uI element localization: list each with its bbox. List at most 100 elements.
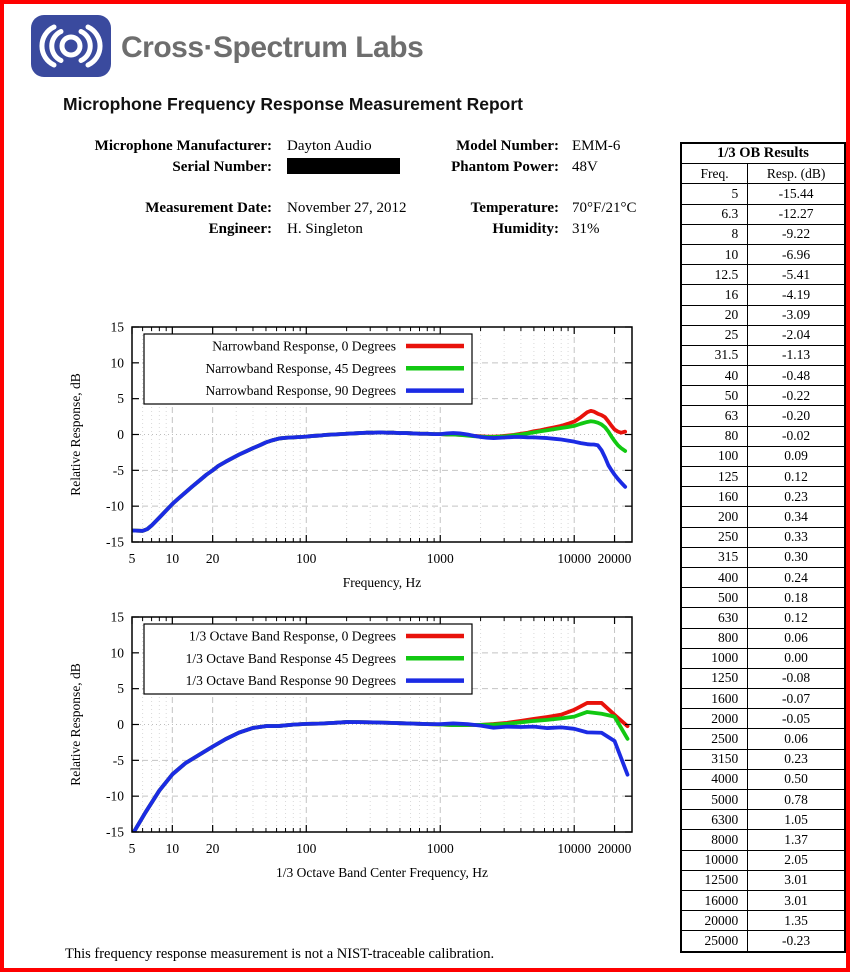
svg-text:0: 0 [117, 717, 124, 732]
resp-cell: -3.09 [747, 304, 846, 326]
metadata-block: Microphone Manufacturer: Dayton Audio Mo… [63, 136, 659, 240]
legend-label-1: 1/3 Octave Band Response 45 Degrees [186, 651, 396, 666]
freq-cell: 4000 [680, 768, 749, 791]
results-row: 5 -15.44 [680, 183, 846, 205]
freq-cell: 6.3 [680, 203, 749, 225]
results-row: 100 0.09 [680, 445, 846, 468]
resp-cell: -15.44 [747, 183, 846, 205]
results-row: 2000 -0.05 [680, 708, 846, 730]
legend-label-0: 1/3 Octave Band Response, 0 Degrees [189, 629, 396, 644]
freq-cell: 3150 [680, 748, 749, 770]
results-row: 250 0.33 [680, 526, 846, 548]
svg-text:-10: -10 [106, 499, 124, 514]
resp-cell: -4.19 [747, 284, 846, 306]
results-row: 16 -4.19 [680, 284, 846, 306]
resp-cell: 0.78 [747, 788, 846, 811]
results-row: 8 -9.22 [680, 223, 846, 245]
freq-cell: 10000 [680, 849, 749, 871]
freq-cell: 10 [680, 243, 749, 266]
svg-text:100: 100 [296, 841, 317, 856]
results-row: 1250 -0.08 [680, 667, 846, 690]
results-row: 630 0.12 [680, 607, 846, 629]
freq-cell: 500 [680, 587, 749, 609]
freq-cell: 400 [680, 566, 749, 589]
freq-cell: 16000 [680, 889, 749, 912]
results-row: 12500 3.01 [680, 869, 846, 891]
freq-cell: 6300 [680, 809, 749, 831]
resp-cell: 2.05 [747, 849, 846, 871]
resp-cell: -0.07 [747, 688, 846, 710]
results-table-title: 1/3 OB Results [680, 142, 846, 165]
resp-cell: 1.37 [747, 829, 846, 851]
svg-text:-15: -15 [106, 535, 124, 550]
x-axis-title: 1/3 Octave Band Center Frequency, Hz [276, 865, 488, 880]
results-row: 25 -2.04 [680, 324, 846, 346]
series-group [132, 701, 630, 832]
results-row: 50 -0.22 [680, 385, 846, 407]
freq-cell: 16 [680, 284, 749, 306]
resp-cell: 0.33 [747, 526, 846, 548]
freq-cell: 31.5 [680, 344, 749, 367]
results-row: 800 0.06 [680, 627, 846, 649]
narrowband-response-chart: 5 10 20 100 1000 10000 20000 -15 -10 -5 0 5 10 15 Freq… [64, 312, 649, 597]
report-title: Microphone Frequency Response Measuremen… [63, 94, 523, 114]
resp-cell: 3.01 [747, 889, 846, 912]
resp-cell: 0.09 [747, 445, 846, 468]
freq-cell: 5000 [680, 788, 749, 811]
freq-cell: 1250 [680, 667, 749, 690]
resp-cell: -9.22 [747, 223, 846, 245]
results-row: 200 0.34 [680, 506, 846, 528]
legend: 1/3 Octave Band Response, 0 Degrees 1/3 O… [143, 623, 473, 695]
resp-cell: -5.41 [747, 264, 846, 286]
results-row: 1600 -0.07 [680, 688, 846, 710]
results-row: 2500 0.06 [680, 728, 846, 750]
resp-cell: -2.04 [747, 324, 846, 346]
svg-text:15: 15 [111, 610, 125, 625]
freq-cell: 800 [680, 627, 749, 649]
legend-label-2: 1/3 Octave Band Response 90 Degrees [186, 673, 396, 688]
resp-cell: -0.08 [747, 667, 846, 690]
svg-text:-5: -5 [113, 753, 124, 768]
results-table: 1/3 OB Results Freq. Resp. (dB) 5 -15.44 6… [680, 142, 846, 953]
results-row: 16000 3.01 [680, 889, 846, 912]
freq-cell: 1600 [680, 688, 749, 710]
temperature-value: 70°F/21°C [572, 200, 637, 216]
freq-cell: 8000 [680, 829, 749, 851]
phantom-label: Phantom Power: [451, 159, 559, 175]
svg-text:20000: 20000 [598, 551, 632, 566]
freq-cell: 315 [680, 546, 749, 568]
results-row: 6300 1.05 [680, 809, 846, 831]
results-row: 400 0.24 [680, 566, 846, 589]
results-row: 40 -0.48 [680, 365, 846, 387]
resp-cell: -12.27 [747, 203, 846, 225]
svg-text:20: 20 [206, 551, 220, 566]
freq-cell: 63 [680, 405, 749, 427]
resp-cell: 0.30 [747, 546, 846, 568]
svg-text:1000: 1000 [427, 551, 454, 566]
svg-text:5: 5 [129, 551, 136, 566]
svg-text:10: 10 [111, 645, 125, 660]
resp-cell: 0.12 [747, 607, 846, 629]
temperature-label: Temperature: [470, 200, 559, 216]
svg-text:20000: 20000 [598, 841, 632, 856]
resp-cell: 1.05 [747, 809, 846, 831]
results-row: 6.3 -12.27 [680, 203, 846, 225]
serial-redaction-bar [287, 158, 400, 174]
freq-cell: 50 [680, 385, 749, 407]
resp-cell: 0.23 [747, 748, 846, 770]
resp-cell: -6.96 [747, 243, 846, 266]
freq-cell: 12500 [680, 869, 749, 891]
resp-cell: 3.01 [747, 869, 846, 891]
resp-cell: 0.12 [747, 465, 846, 488]
serial-value [272, 157, 424, 178]
freq-cell: 200 [680, 506, 749, 528]
svg-text:10: 10 [111, 355, 125, 370]
results-col-resp: Resp. (dB) [747, 163, 846, 185]
resp-cell: 0.50 [747, 768, 846, 791]
freq-cell: 2000 [680, 708, 749, 730]
freq-cell: 160 [680, 486, 749, 508]
freq-cell: 2500 [680, 728, 749, 750]
resp-cell: 0.18 [747, 587, 846, 609]
series-group [132, 408, 628, 533]
svg-text:5: 5 [129, 841, 136, 856]
